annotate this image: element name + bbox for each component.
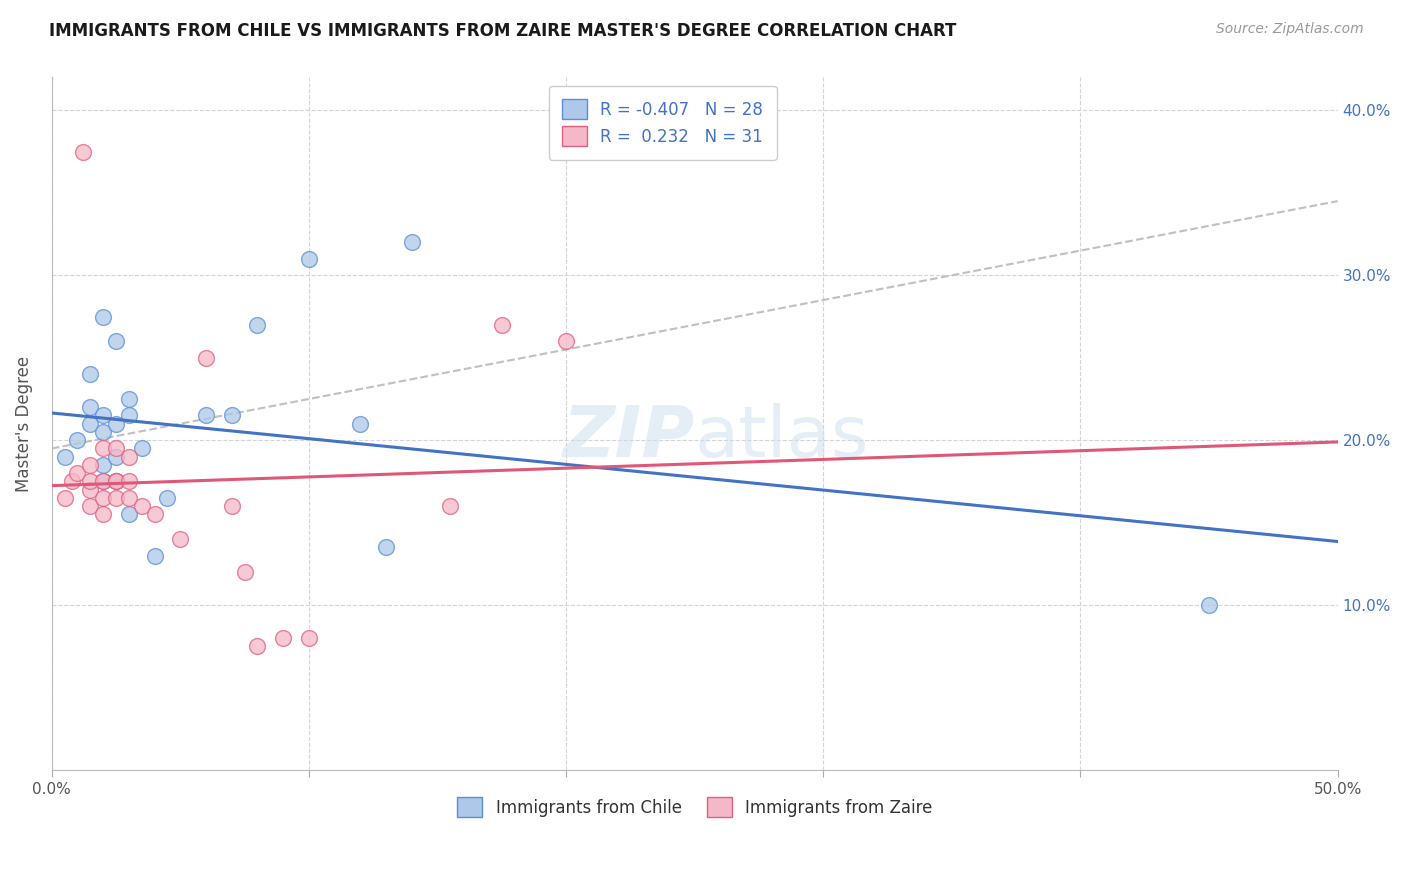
- Point: [91, 442, 114, 456]
- Point: [105, 475, 128, 489]
- Point: [79, 368, 101, 382]
- Point: [91, 425, 114, 439]
- Legend: Immigrants from Chile, Immigrants from Zaire: Immigrants from Chile, Immigrants from Z…: [450, 790, 939, 824]
- Point: [79, 475, 101, 489]
- Point: [375, 541, 398, 555]
- Point: [118, 409, 141, 423]
- Point: [143, 549, 166, 563]
- Point: [105, 475, 128, 489]
- Point: [131, 442, 153, 456]
- Point: [131, 499, 153, 513]
- Point: [53, 491, 76, 505]
- Text: atlas: atlas: [695, 403, 869, 472]
- Point: [118, 392, 141, 406]
- Text: IMMIGRANTS FROM CHILE VS IMMIGRANTS FROM ZAIRE MASTER'S DEGREE CORRELATION CHART: IMMIGRANTS FROM CHILE VS IMMIGRANTS FROM…: [49, 22, 956, 40]
- Y-axis label: Master's Degree: Master's Degree: [15, 356, 32, 491]
- Point: [105, 442, 128, 456]
- Point: [195, 351, 218, 365]
- Point: [91, 310, 114, 324]
- Point: [79, 483, 101, 497]
- Point: [105, 417, 128, 431]
- Point: [79, 499, 101, 513]
- Text: ZIP: ZIP: [562, 403, 695, 472]
- Point: [195, 409, 218, 423]
- Point: [105, 491, 128, 505]
- Point: [439, 499, 461, 513]
- Point: [118, 491, 141, 505]
- Point: [66, 434, 89, 448]
- Point: [221, 499, 243, 513]
- Point: [72, 145, 94, 159]
- Point: [91, 491, 114, 505]
- Point: [118, 508, 141, 522]
- Point: [349, 417, 371, 431]
- Point: [60, 475, 83, 489]
- Point: [66, 466, 89, 480]
- Point: [118, 475, 141, 489]
- Point: [156, 491, 179, 505]
- Text: Source: ZipAtlas.com: Source: ZipAtlas.com: [1216, 22, 1364, 37]
- Point: [298, 631, 321, 645]
- Point: [298, 252, 321, 266]
- Point: [491, 318, 513, 332]
- Point: [105, 450, 128, 464]
- Point: [143, 508, 166, 522]
- Point: [105, 475, 128, 489]
- Point: [79, 417, 101, 431]
- Point: [401, 235, 423, 250]
- Point: [79, 458, 101, 472]
- Point: [118, 450, 141, 464]
- Point: [91, 475, 114, 489]
- Point: [221, 409, 243, 423]
- Point: [91, 458, 114, 472]
- Point: [233, 565, 256, 579]
- Point: [91, 475, 114, 489]
- Point: [91, 508, 114, 522]
- Point: [246, 318, 269, 332]
- Point: [105, 334, 128, 349]
- Point: [79, 401, 101, 415]
- Point: [53, 450, 76, 464]
- Point: [555, 334, 578, 349]
- Point: [169, 532, 191, 546]
- Point: [246, 640, 269, 654]
- Point: [271, 631, 294, 645]
- Point: [1198, 598, 1220, 612]
- Point: [91, 409, 114, 423]
